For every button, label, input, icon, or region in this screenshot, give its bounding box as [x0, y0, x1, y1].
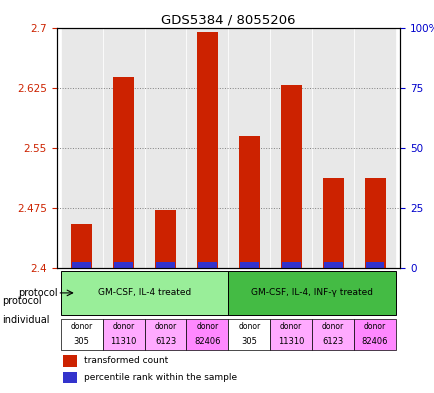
Bar — [155, 210, 176, 268]
Text: donor: donor — [363, 322, 385, 331]
FancyBboxPatch shape — [102, 28, 144, 268]
Text: 11310: 11310 — [277, 336, 304, 345]
Bar — [197, 263, 217, 268]
FancyBboxPatch shape — [186, 319, 228, 349]
Text: donor: donor — [279, 322, 302, 331]
FancyBboxPatch shape — [228, 271, 395, 315]
Text: 11310: 11310 — [110, 336, 136, 345]
Text: transformed count: transformed count — [84, 356, 168, 365]
Text: GM-CSF, IL-4 treated: GM-CSF, IL-4 treated — [98, 288, 191, 298]
Text: GM-CSF, IL-4, INF-γ treated: GM-CSF, IL-4, INF-γ treated — [250, 288, 372, 298]
FancyBboxPatch shape — [61, 271, 228, 315]
FancyBboxPatch shape — [144, 319, 186, 349]
Bar — [63, 354, 77, 367]
Text: donor: donor — [112, 322, 135, 331]
Text: donor: donor — [321, 322, 343, 331]
Text: 82406: 82406 — [194, 336, 220, 345]
Title: GDS5384 / 8055206: GDS5384 / 8055206 — [161, 13, 295, 26]
Bar — [239, 263, 258, 268]
Bar — [323, 263, 342, 268]
Bar — [238, 136, 259, 268]
Text: 82406: 82406 — [361, 336, 388, 345]
Text: individual: individual — [2, 315, 49, 325]
Text: donor: donor — [70, 322, 92, 331]
Bar — [72, 263, 91, 268]
Text: protocol: protocol — [18, 288, 57, 298]
Bar — [113, 77, 134, 268]
FancyBboxPatch shape — [228, 319, 270, 349]
Bar — [63, 372, 77, 384]
Bar — [322, 178, 343, 268]
Text: 305: 305 — [74, 336, 89, 345]
Text: 305: 305 — [241, 336, 256, 345]
Text: donor: donor — [154, 322, 176, 331]
FancyBboxPatch shape — [61, 319, 102, 349]
Text: 6123: 6123 — [155, 336, 176, 345]
FancyBboxPatch shape — [102, 319, 144, 349]
Text: percentile rank within the sample: percentile rank within the sample — [84, 373, 237, 382]
FancyBboxPatch shape — [61, 28, 102, 268]
FancyBboxPatch shape — [312, 319, 353, 349]
FancyBboxPatch shape — [270, 28, 312, 268]
FancyBboxPatch shape — [353, 28, 395, 268]
Bar — [114, 263, 133, 268]
FancyBboxPatch shape — [312, 28, 353, 268]
FancyBboxPatch shape — [186, 28, 228, 268]
Bar — [281, 263, 300, 268]
Bar — [197, 31, 217, 268]
Text: protocol: protocol — [2, 296, 42, 306]
Bar — [156, 263, 174, 268]
Bar — [365, 263, 384, 268]
FancyBboxPatch shape — [270, 319, 312, 349]
Bar — [280, 85, 301, 268]
FancyBboxPatch shape — [144, 28, 186, 268]
FancyBboxPatch shape — [228, 28, 270, 268]
Text: 6123: 6123 — [322, 336, 343, 345]
Text: donor: donor — [238, 322, 260, 331]
Bar — [364, 178, 385, 268]
Bar — [71, 224, 92, 268]
Text: donor: donor — [196, 322, 218, 331]
FancyBboxPatch shape — [353, 319, 395, 349]
